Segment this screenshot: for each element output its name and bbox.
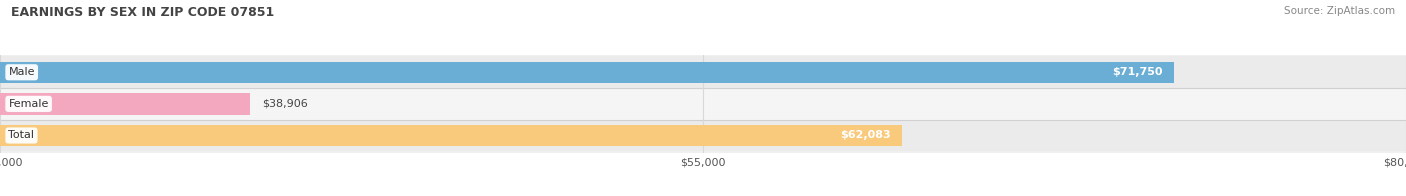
Text: $62,083: $62,083 bbox=[841, 131, 891, 141]
Bar bbox=[0, 125, 903, 146]
Bar bbox=[0, 120, 1406, 151]
Bar bbox=[0, 56, 1406, 88]
Text: $71,750: $71,750 bbox=[1112, 67, 1163, 77]
Text: EARNINGS BY SEX IN ZIP CODE 07851: EARNINGS BY SEX IN ZIP CODE 07851 bbox=[11, 6, 274, 19]
Text: Female: Female bbox=[8, 99, 49, 109]
Text: Male: Male bbox=[8, 67, 35, 77]
Bar bbox=[0, 88, 1406, 120]
Text: Total: Total bbox=[8, 131, 34, 141]
Bar bbox=[0, 62, 1174, 83]
Text: $38,906: $38,906 bbox=[262, 99, 308, 109]
Bar bbox=[0, 93, 250, 115]
Text: Source: ZipAtlas.com: Source: ZipAtlas.com bbox=[1284, 6, 1395, 16]
